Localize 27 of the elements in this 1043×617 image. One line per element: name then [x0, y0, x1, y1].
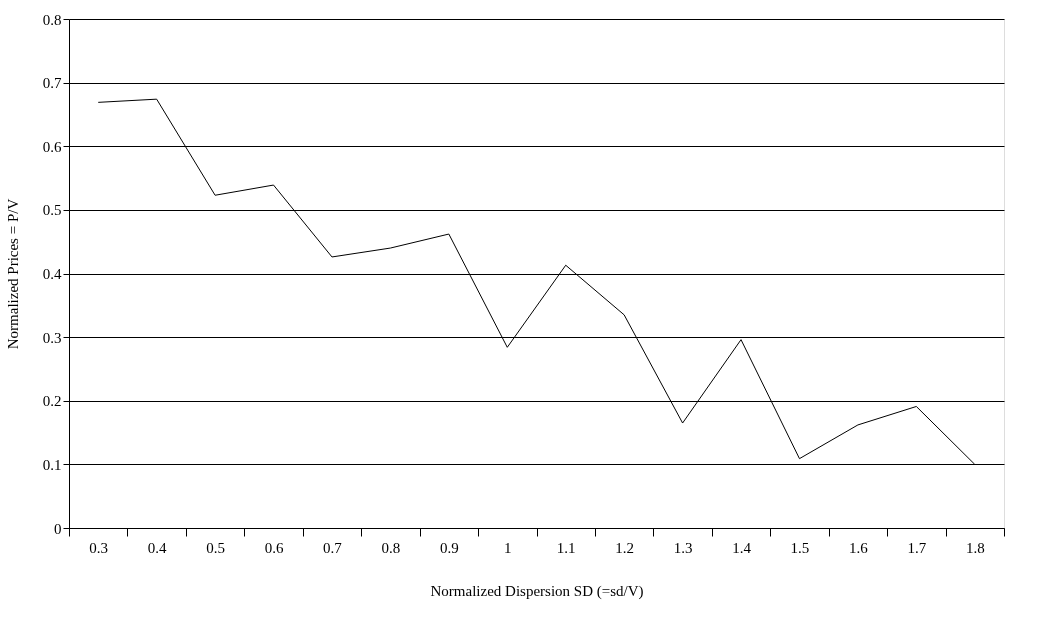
- x-tick-label: 1.7: [907, 539, 927, 556]
- x-tick-label: 0.4: [147, 539, 168, 556]
- x-tick-label: 0.3: [89, 539, 109, 556]
- x-tick-label: 1.3: [673, 539, 693, 556]
- y-tick-label: 0.6: [42, 138, 62, 155]
- y-tick-label: 0.1: [42, 456, 62, 473]
- x-tick-label: 1.4: [732, 539, 752, 556]
- x-tick-label: 1.6: [849, 539, 869, 556]
- y-axis-title: Normalized Prices = P/V: [4, 198, 21, 350]
- y-tick-label: 0: [54, 520, 62, 537]
- x-tick-label: 0.9: [439, 539, 459, 556]
- x-tick-label: 1: [504, 539, 512, 556]
- y-tick-label: 0.2: [42, 393, 62, 410]
- x-tick-label: 1.8: [965, 539, 985, 556]
- x-tick-label: 1.1: [556, 539, 576, 556]
- y-tick-label: 0.7: [42, 75, 62, 92]
- x-tick-label: 0.7: [323, 539, 343, 556]
- x-tick-label: 0.5: [206, 539, 225, 556]
- y-tick-label: 0.4: [42, 266, 62, 282]
- x-axis-title: Normalized Dispersion SD (=sd/V): [430, 582, 644, 600]
- x-tick-label: 1.2: [615, 539, 635, 556]
- x-tick-label: 1.5: [790, 539, 810, 556]
- y-tick-label: 0.5: [42, 202, 62, 219]
- y-tick-label: 0.8: [42, 11, 62, 28]
- x-tick-label: 0.6: [264, 539, 284, 556]
- x-tick-label: 0.8: [381, 539, 401, 556]
- y-tick-label: 0.3: [42, 329, 62, 346]
